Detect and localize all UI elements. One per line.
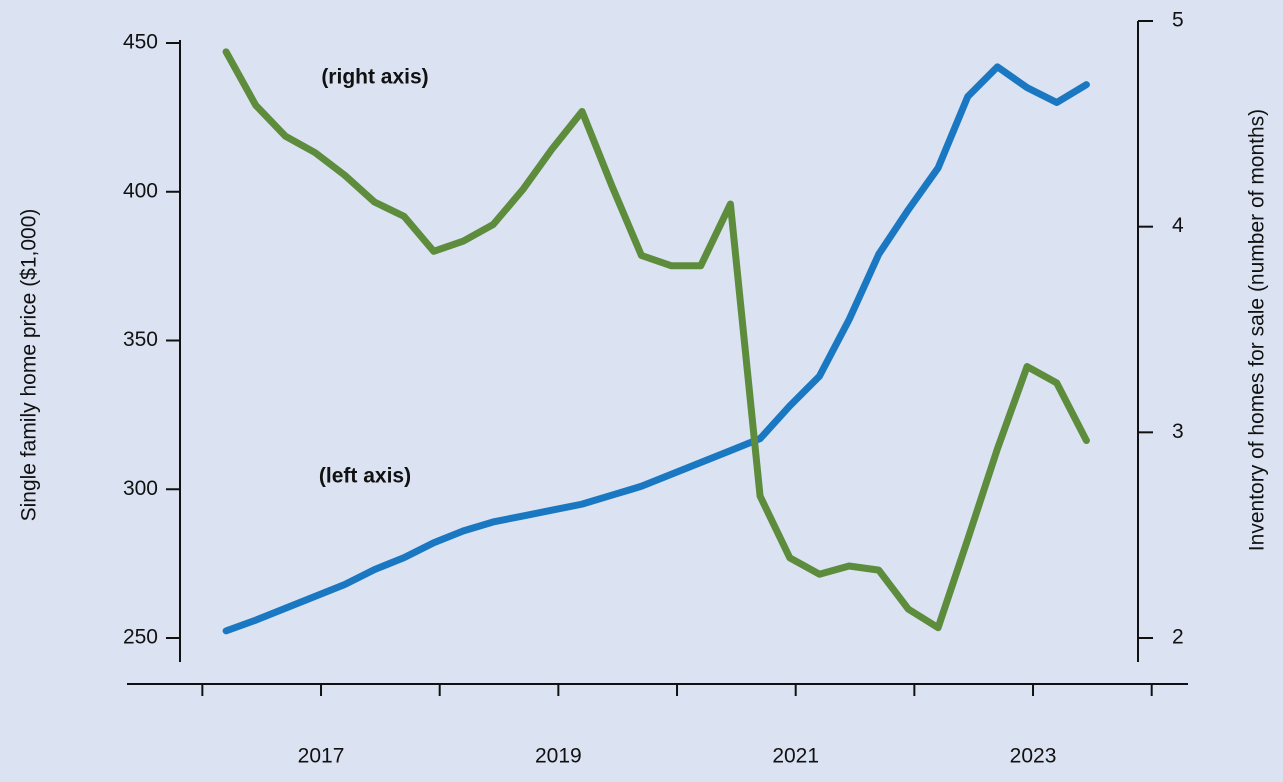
y-tick-label: 350 — [123, 328, 158, 351]
y-tick-label: 250 — [123, 626, 158, 649]
y2-tick-label: 3 — [1172, 420, 1184, 443]
y2-tick-label: 4 — [1172, 214, 1184, 237]
y2-axis-label: Inventory of homes for sale (number of m… — [1246, 109, 1269, 551]
x-tick-label: 2023 — [1010, 745, 1057, 768]
y-tick-label: 450 — [123, 31, 158, 54]
annotation: (right axis) — [321, 66, 428, 89]
y-tick-label: 300 — [123, 477, 158, 500]
x-tick-label: 2021 — [772, 745, 819, 768]
data-line — [222, 63, 1090, 635]
annotation: (left axis) — [319, 465, 411, 488]
x-tick-label: 2019 — [535, 745, 582, 768]
y2-tick-label: 2 — [1172, 626, 1184, 649]
data-line — [222, 48, 1090, 632]
y-tick-label: 400 — [123, 179, 158, 202]
x-tick-label: 2017 — [298, 745, 345, 768]
y2-tick-label: 5 — [1172, 9, 1184, 32]
y-axis-label: Single family home price ($1,000) — [18, 209, 41, 522]
